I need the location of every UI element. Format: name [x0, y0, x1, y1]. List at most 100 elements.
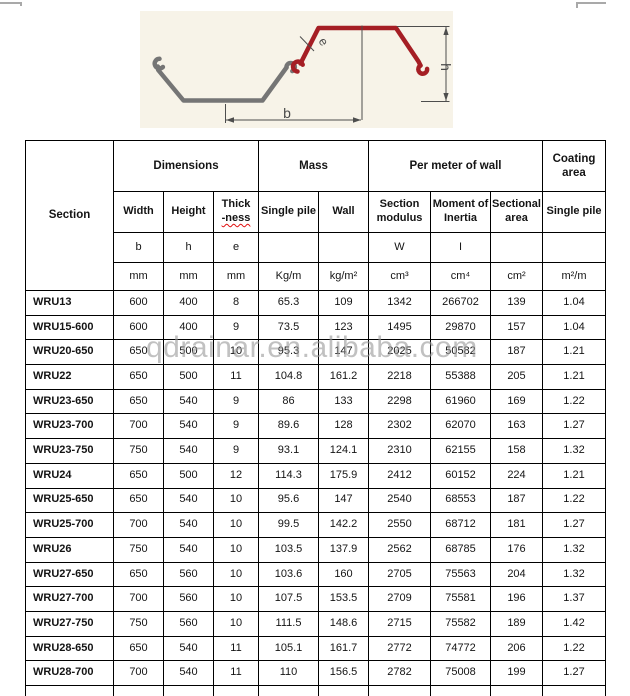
- value-cell: 9: [213, 438, 259, 464]
- header-group-row: Section Dimensions Mass Per meter of wal…: [25, 140, 606, 291]
- value-cell: 2782: [368, 660, 431, 686]
- table-row: WRU22 650 500 11 104.8 161.2 2218 55388 …: [25, 364, 606, 390]
- symbol-h: h: [163, 232, 214, 263]
- label-b: b: [283, 105, 291, 121]
- arrow-b-right: [353, 117, 361, 123]
- value-cell: 2310: [368, 438, 431, 464]
- value-cell: 103.6: [258, 561, 319, 588]
- value-cell: 10: [213, 487, 259, 514]
- value-cell: 540: [163, 512, 214, 538]
- value-cell: 700: [113, 512, 164, 538]
- section-cell: WRU27-750: [25, 610, 114, 637]
- value-cell: 204: [490, 561, 543, 588]
- value-cell: 600: [113, 314, 164, 341]
- value-cell: 1.32: [542, 536, 606, 563]
- value-cell: 95.6: [258, 487, 319, 514]
- value-cell: 137.9: [318, 536, 369, 563]
- col-header-coating-single-pile: Single pile: [542, 191, 606, 233]
- symbol-blank-3: [490, 232, 543, 263]
- value-cell: 169: [490, 388, 543, 415]
- section-cell: WRU27-700: [25, 586, 114, 612]
- group-coating-area: Coating area: [542, 140, 606, 192]
- value-cell: 540: [163, 388, 214, 415]
- back-pile-left-curl: [152, 56, 166, 71]
- value-cell: 161.2: [318, 364, 369, 390]
- top-left-edge-artifact: [0, 2, 22, 4]
- value-cell: 2412: [368, 462, 431, 489]
- value-cell: 2772: [368, 635, 431, 662]
- value-cell: 103.5: [258, 536, 319, 563]
- table-row: WRU25-650 650 540 10 95.6 147 2540 68553…: [25, 487, 606, 514]
- value-cell: 650: [113, 388, 164, 415]
- value-cell: 199: [490, 660, 543, 686]
- value-cell: 560: [163, 610, 214, 637]
- front-pile-right-curl: [416, 63, 430, 76]
- unit-width: mm: [113, 262, 164, 291]
- value-cell: 1.27: [542, 660, 606, 686]
- value-cell: 10: [213, 512, 259, 538]
- value-cell: 12: [213, 462, 259, 489]
- table-row: WRU26 750 540 10 103.5 137.9 2562 68785 …: [25, 536, 606, 563]
- value-cell: 2550: [368, 512, 431, 538]
- front-pile-body: [298, 25, 423, 68]
- value-cell: 1.37: [542, 586, 606, 612]
- value-cell: 10: [213, 561, 259, 588]
- arrow-b-left: [226, 117, 234, 123]
- table-row: WRU23-750 750 540 9 93.1 124.1 2310 6215…: [25, 438, 606, 464]
- col-header-height: Height: [163, 191, 214, 233]
- value-cell: 560: [163, 561, 214, 588]
- value-cell: 142.2: [318, 512, 369, 538]
- value-cell: 9: [213, 314, 259, 341]
- value-cell: 62070: [430, 413, 491, 440]
- value-cell: 560: [163, 586, 214, 612]
- clipped-cell: [430, 685, 491, 696]
- group-per-meter-of-wall: Per meter of wall: [368, 140, 543, 192]
- front-pile-shape: [290, 25, 430, 76]
- table-row: WRU23-700 700 540 9 89.6 128 2302 62070 …: [25, 413, 606, 440]
- col-header-thickness: Thick -ness: [213, 191, 259, 233]
- col-header-wall: Wall: [318, 191, 369, 233]
- value-cell: 2298: [368, 388, 431, 415]
- clipped-partial-row: [25, 685, 606, 696]
- section-cell: WRU22: [25, 364, 114, 390]
- dimension-arrows: [226, 27, 449, 123]
- value-cell: 175.9: [318, 462, 369, 489]
- value-cell: 1.21: [542, 339, 606, 366]
- value-cell: 700: [113, 413, 164, 440]
- section-cell: WRU28-700: [25, 660, 114, 686]
- value-cell: 2025: [368, 339, 431, 366]
- value-cell: 124.1: [318, 438, 369, 464]
- clipped-cell: [25, 685, 114, 696]
- value-cell: 2709: [368, 586, 431, 612]
- clipped-cell: [542, 685, 606, 696]
- table-row: WRU15-600 600 400 9 73.5 123 1495 29870 …: [25, 314, 606, 341]
- group-dimensions: Dimensions: [113, 140, 259, 192]
- symbol-b: b: [113, 232, 164, 263]
- dimension-lines: [225, 25, 450, 123]
- section-cell: WRU23-750: [25, 438, 114, 464]
- value-cell: 1342: [368, 290, 431, 316]
- value-cell: 1.22: [542, 635, 606, 662]
- table-row: WRU24 650 500 12 114.3 175.9 2412 60152 …: [25, 462, 606, 489]
- value-cell: 205: [490, 364, 543, 390]
- value-cell: 60152: [430, 462, 491, 489]
- value-cell: 750: [113, 438, 164, 464]
- arrow-h-top: [443, 27, 449, 35]
- value-cell: 1.42: [542, 610, 606, 637]
- value-cell: 540: [163, 536, 214, 563]
- value-cell: 93.1: [258, 438, 319, 464]
- value-cell: 1.22: [542, 487, 606, 514]
- value-cell: 86: [258, 388, 319, 415]
- value-cell: 181: [490, 512, 543, 538]
- value-cell: 11: [213, 660, 259, 686]
- col-header-single-pile: Single pile: [258, 191, 319, 233]
- value-cell: 50582: [430, 339, 491, 366]
- value-cell: 158: [490, 438, 543, 464]
- value-cell: 500: [163, 339, 214, 366]
- section-cell: WRU25-650: [25, 487, 114, 514]
- value-cell: 2218: [368, 364, 431, 390]
- section-cell: WRU24: [25, 462, 114, 489]
- value-cell: 700: [113, 586, 164, 612]
- value-cell: 11: [213, 635, 259, 662]
- table-row: WRU23-650 650 540 9 86 133 2298 61960 16…: [25, 388, 606, 415]
